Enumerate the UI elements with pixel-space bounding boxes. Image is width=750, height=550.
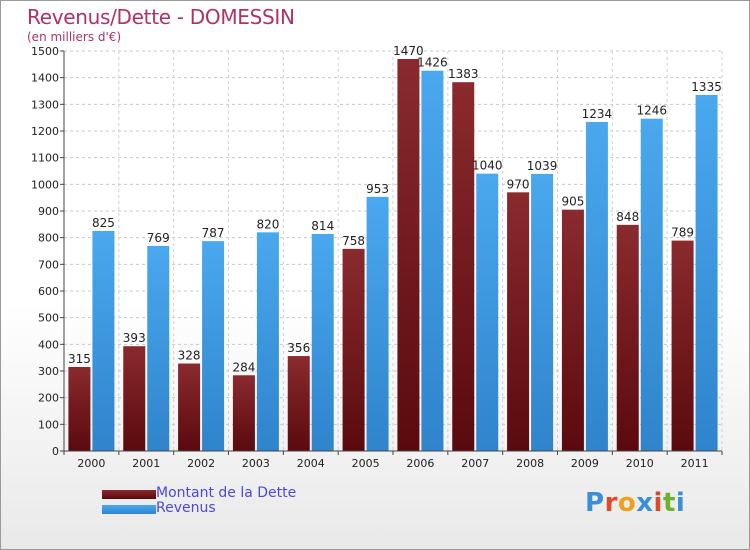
y-tick-label: 0 [52,445,59,458]
legend-label-debt: Montant de la Dette [156,485,297,501]
y-tick-label: 1500 [31,45,59,58]
data-labels: 315 825 393 769 328 787 284 820 356 814 758 953 1470… [68,44,722,374]
bar-debt [123,346,146,451]
y-tick-label: 300 [38,365,59,378]
logo-letter: i [653,488,663,518]
bar-debt [178,363,201,451]
y-tick-label: 1200 [31,125,59,138]
bar-revenue [531,173,554,451]
y-tick-label: 800 [38,232,59,245]
data-label-debt: 315 [68,352,91,366]
y-tick-label: 200 [38,392,59,405]
bar-revenue [695,95,718,451]
x-tick-label: 2005 [352,457,380,470]
bar-debt [507,192,530,452]
y-tick-label: 1100 [31,152,59,165]
legend-label-revenue: Revenus [156,500,216,516]
proxiti-logo: Proxiti [585,488,685,518]
y-tick-label: 700 [38,258,59,271]
data-label-debt: 328 [178,349,201,363]
bar-debt [68,367,91,451]
bar-debt [232,375,255,451]
logo-letter: x [636,488,654,518]
data-label-revenue: 1234 [582,107,613,121]
bar-revenue [256,232,279,451]
data-label-debt: 758 [342,234,365,248]
bar-revenue [366,196,389,451]
data-label-debt: 284 [232,360,255,374]
data-label-debt: 356 [287,341,310,355]
x-tick-label: 2008 [516,457,544,470]
y-tick-label: 900 [38,205,59,218]
bar-debt [287,356,310,451]
data-label-revenue: 787 [202,226,225,240]
data-label-debt: 970 [507,177,530,191]
bar-debt [452,82,475,451]
data-label-debt: 1470 [393,44,424,58]
data-label-debt: 848 [616,210,639,224]
x-tick-label: 2003 [242,457,270,470]
data-label-debt: 1383 [448,67,479,81]
legend-swatch-revenue [102,505,156,514]
bar-revenue [202,241,225,451]
bar-revenue [421,70,444,451]
x-tick-label: 2010 [626,457,654,470]
y-tick-label: 400 [38,338,59,351]
y-tick-label: 500 [38,312,59,325]
bar-revenue [92,231,115,451]
logo-letter: o [617,488,637,518]
data-label-revenue: 825 [92,216,115,230]
data-label-debt: 789 [671,226,694,240]
logo-letter: r [604,488,618,518]
y-tick-label: 1400 [31,72,59,85]
x-tick-label: 2001 [132,457,160,470]
data-label-revenue: 820 [256,217,279,231]
y-tick-label: 1000 [31,178,59,191]
bar-revenue [311,233,334,451]
y-tick-label: 100 [38,418,59,431]
data-label-revenue: 1039 [527,159,558,173]
bar-debt [671,240,694,451]
y-tick-label: 600 [38,285,59,298]
x-tick-label: 2011 [681,457,709,470]
logo-letter: P [585,488,605,518]
data-label-revenue: 1335 [691,80,722,94]
x-tick-label: 2004 [297,457,325,470]
data-label-revenue: 1426 [417,56,448,70]
y-tick-label: 1300 [31,98,59,111]
x-tick-label: 2002 [187,457,215,470]
chart-subtitle: (en milliers d'€) [27,30,122,44]
x-tick-label: 2006 [406,457,434,470]
data-label-revenue: 1246 [636,104,667,118]
bar-debt [561,209,584,451]
data-label-revenue: 814 [311,219,334,233]
bar-debt [342,248,365,451]
data-label-revenue: 1040 [472,159,503,173]
axes: 0 100 200 300 400 500 600 700 800 900 1000 1100 1200… [31,45,723,470]
data-label-revenue: 953 [366,182,389,196]
chart-title: Revenus/Dette - DOMESSIN [27,5,295,29]
data-label-debt: 905 [561,195,584,209]
bar-revenue [147,245,170,451]
x-tick-label: 2009 [571,457,599,470]
bar-debt [616,224,639,451]
bar-revenue [476,173,499,451]
bar-revenue [640,118,663,451]
bar-debt [397,59,420,451]
logo-letter: t [662,488,676,518]
x-tick-label: 2007 [461,457,489,470]
bars [68,59,718,452]
x-tick-label: 2000 [77,457,105,470]
bar-revenue [585,121,608,451]
data-label-revenue: 769 [147,231,170,245]
legend-swatch-debt [102,490,156,499]
logo-letter: i [675,488,686,518]
data-label-debt: 393 [123,331,146,345]
